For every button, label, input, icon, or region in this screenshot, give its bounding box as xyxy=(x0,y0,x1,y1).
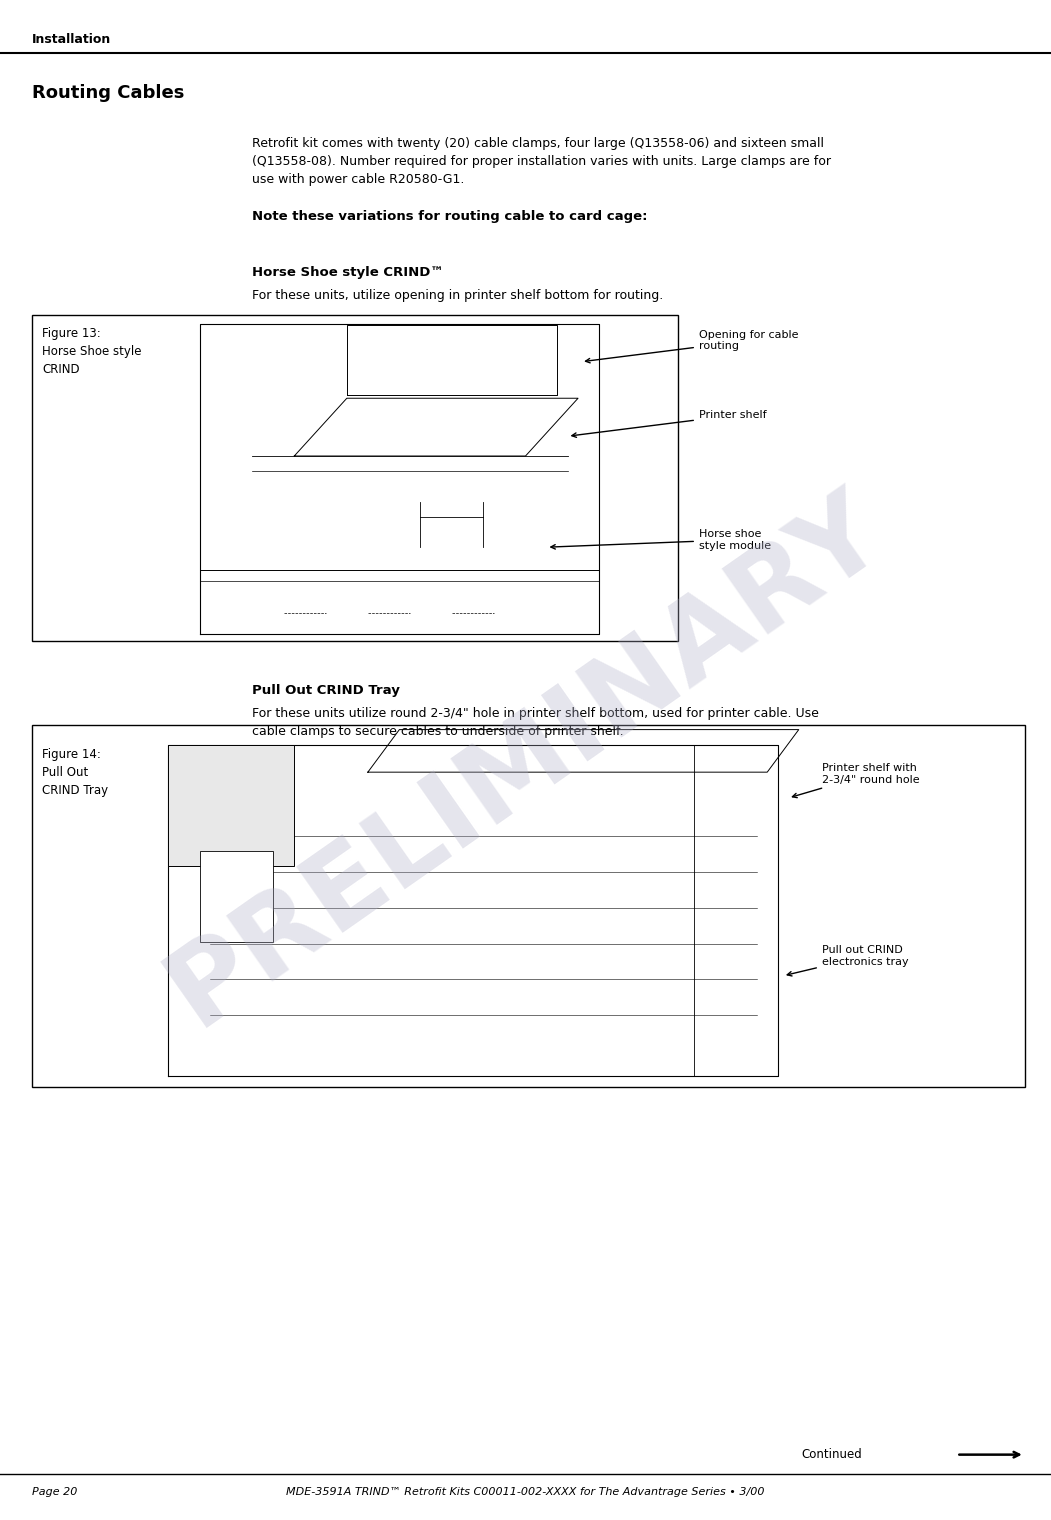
Text: Horse shoe
style module: Horse shoe style module xyxy=(551,529,771,550)
Text: Figure 13:
Horse Shoe style
CRIND: Figure 13: Horse Shoe style CRIND xyxy=(42,327,142,375)
Text: Figure 14:
Pull Out
CRIND Tray: Figure 14: Pull Out CRIND Tray xyxy=(42,748,108,796)
Text: MDE-3591A TRIND™ Retrofit Kits C00011-002-XXXX for The Advantrage Series • 3/00: MDE-3591A TRIND™ Retrofit Kits C00011-00… xyxy=(286,1487,765,1497)
Text: Page 20: Page 20 xyxy=(32,1487,77,1497)
Text: Installation: Installation xyxy=(32,33,110,47)
Bar xyxy=(32,725,1025,1087)
Bar xyxy=(168,745,294,866)
Bar xyxy=(32,315,678,641)
Text: For these units utilize round 2-3/4" hole in printer shelf bottom, used for prin: For these units utilize round 2-3/4" hol… xyxy=(252,707,819,737)
Bar xyxy=(200,851,273,942)
Text: Printer shelf with
2-3/4" round hole: Printer shelf with 2-3/4" round hole xyxy=(792,763,920,798)
Text: Horse Shoe style CRIND™: Horse Shoe style CRIND™ xyxy=(252,266,444,280)
Text: Note these variations for routing cable to card cage:: Note these variations for routing cable … xyxy=(252,210,647,223)
Text: Continued: Continued xyxy=(801,1449,862,1461)
Text: Pull Out CRIND Tray: Pull Out CRIND Tray xyxy=(252,684,400,698)
Text: Printer shelf: Printer shelf xyxy=(572,410,766,438)
Text: Routing Cables: Routing Cables xyxy=(32,84,184,102)
Text: PRELIMINARY: PRELIMINARY xyxy=(148,474,903,1046)
Text: For these units, utilize opening in printer shelf bottom for routing.: For these units, utilize opening in prin… xyxy=(252,289,663,302)
Text: Pull out CRIND
electronics tray: Pull out CRIND electronics tray xyxy=(787,945,908,976)
Text: Retrofit kit comes with twenty (20) cable clamps, four large (Q13558-06) and six: Retrofit kit comes with twenty (20) cabl… xyxy=(252,137,831,185)
Text: Opening for cable
routing: Opening for cable routing xyxy=(585,330,799,363)
